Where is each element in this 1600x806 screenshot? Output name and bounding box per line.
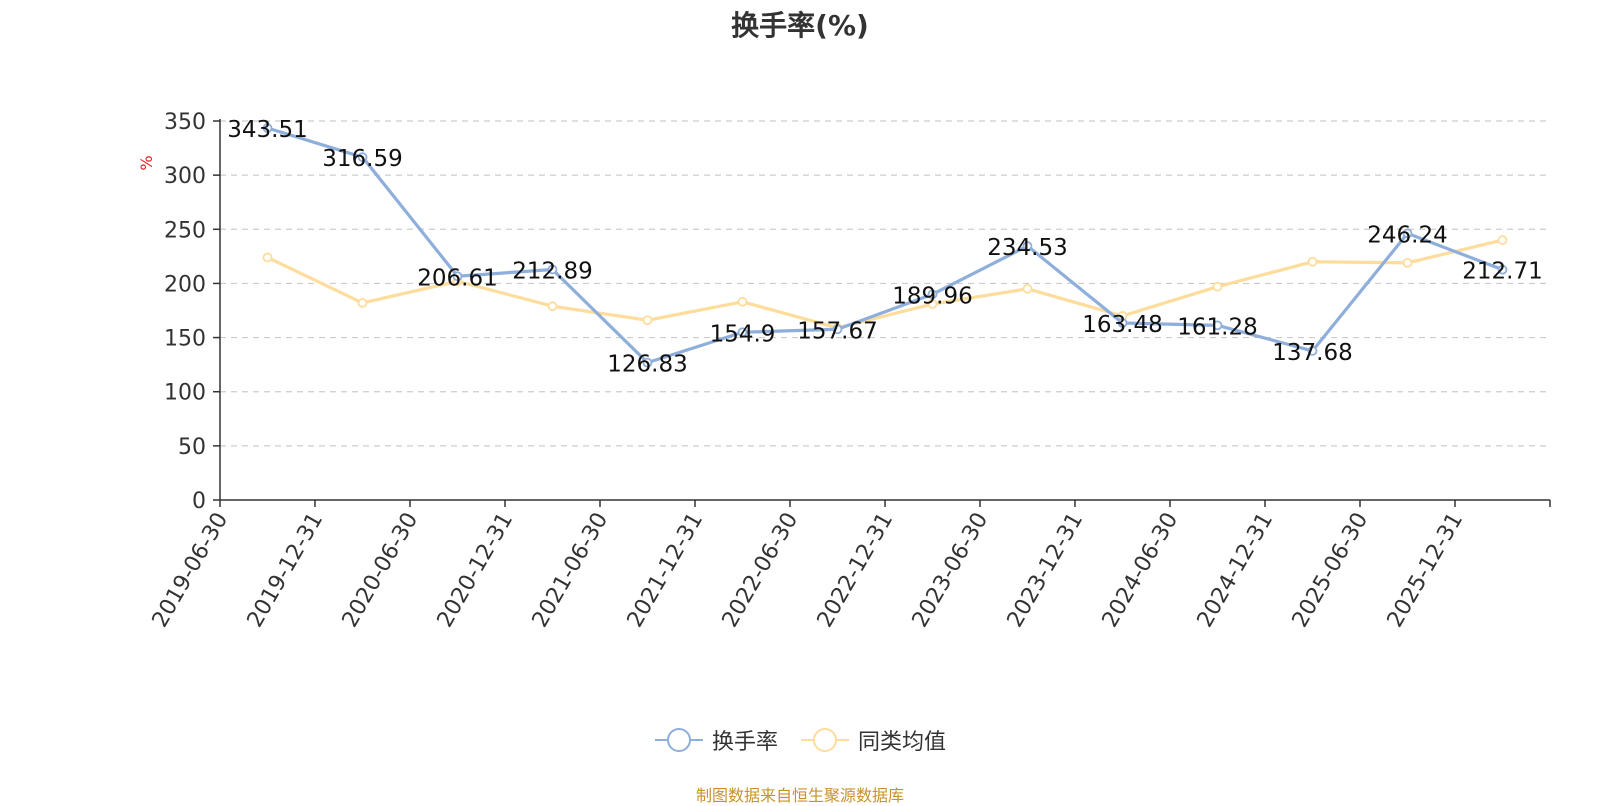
x-tick-label: 2024-06-30 [1098, 509, 1184, 632]
data-label: 157.67 [797, 318, 877, 344]
data-point [737, 327, 748, 338]
series-line [266, 238, 1503, 330]
x-tick-label: 2021-12-31 [623, 509, 709, 632]
y-axis-label: % [137, 155, 156, 170]
x-tick-label: 2019-12-31 [243, 509, 329, 632]
data-point [1022, 241, 1033, 251]
x-tick-label: 2020-06-30 [338, 509, 424, 632]
data-point [1212, 281, 1223, 292]
data-point [642, 315, 653, 326]
y-tick-label: 300 [164, 164, 206, 189]
legend-label: 同类均值 [858, 730, 947, 755]
data-label: 137.68 [1272, 340, 1352, 366]
data-point [1497, 264, 1508, 275]
axes: 0 50 100 150 200 250 300 350% 2019-06-30 2019-12-… [137, 110, 1551, 632]
y-tick-label: 200 [164, 272, 206, 297]
data-label: 161.28 [1177, 314, 1257, 340]
legend-item[interactable]: 换手率 [654, 724, 778, 756]
data-label: 343.51 [227, 117, 307, 143]
legend-marker-icon [801, 728, 849, 752]
data-label: 212.71 [1462, 259, 1542, 285]
data-point [1307, 346, 1318, 356]
data-label: 234.53 [987, 235, 1067, 261]
x-tick-label: 2023-12-31 [1003, 509, 1089, 632]
data-point [832, 324, 843, 335]
x-tick-label: 2023-06-30 [908, 509, 994, 632]
data-point [1402, 228, 1413, 239]
data-point [452, 271, 463, 282]
data-point [1402, 257, 1413, 268]
legend-item[interactable]: 同类均值 [800, 724, 946, 756]
data-labels: 343.51 316.59 206.61 212.89 126.83 154.9 157.6… [227, 117, 1542, 378]
data-label: 163.48 [1082, 312, 1162, 338]
y-tick-label: 100 [164, 381, 206, 406]
x-tick-label: 2025-12-31 [1383, 509, 1469, 632]
data-label: 316.59 [322, 146, 402, 172]
data-label: 212.89 [512, 258, 592, 284]
y-tick-label: 150 [164, 327, 206, 352]
x-tick-label: 2021-06-30 [528, 509, 614, 632]
x-tick-label: 2020-12-31 [433, 509, 519, 632]
x-tick-label: 2022-06-30 [718, 509, 804, 632]
data-point [547, 264, 558, 275]
data-point [1497, 235, 1508, 246]
data-point [927, 299, 938, 309]
chart-title: 换手率(%) [731, 9, 869, 42]
y-tick-label: 0 [192, 489, 206, 514]
data-point [1117, 318, 1128, 328]
legend-label: 换手率 [711, 730, 778, 755]
data-label: 206.61 [417, 265, 497, 291]
data-point [1212, 320, 1223, 331]
data-label: 154.9 [710, 321, 776, 347]
data-point [357, 152, 368, 163]
data-point [1022, 283, 1033, 294]
data-point [547, 301, 558, 312]
x-tick-label: 2019-06-30 [148, 509, 234, 632]
data-point [357, 298, 368, 308]
data-point [1307, 256, 1318, 267]
data-point [262, 123, 273, 133]
y-tick-label: 50 [178, 435, 206, 460]
data-label: 246.24 [1367, 222, 1447, 248]
legend-marker-icon [654, 728, 703, 752]
data-point [262, 252, 273, 263]
data-point [927, 289, 938, 300]
data-point [737, 296, 748, 307]
series-line [267, 126, 1504, 365]
source-note: 制图数据来自恒生聚源数据库 [695, 786, 904, 805]
x-tick-label: 2022-12-31 [813, 509, 899, 632]
x-tick-label: 2025-06-30 [1288, 509, 1374, 632]
data-label: 189.96 [892, 283, 972, 309]
series-lines [262, 123, 1508, 368]
x-tick-label: 2024-12-31 [1193, 509, 1279, 632]
data-point [642, 357, 653, 368]
legend: 换手率 同类均值 [0, 724, 1600, 756]
y-tick-label: 250 [164, 218, 206, 243]
data-label: 126.83 [607, 352, 687, 378]
y-tick-label: 350 [164, 110, 206, 135]
